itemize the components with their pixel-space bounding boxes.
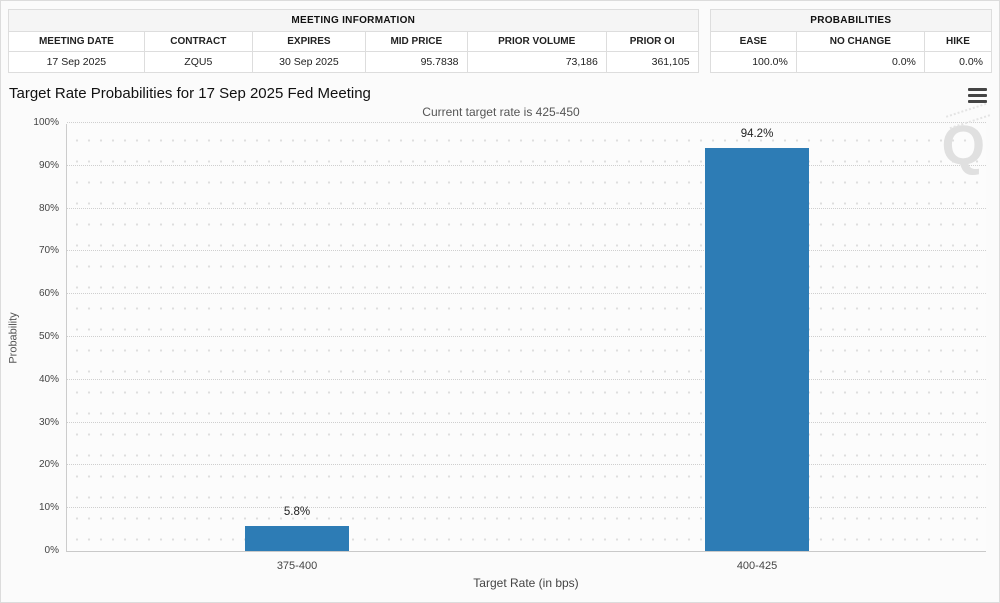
y-tick-label: 70% (38, 245, 59, 257)
y-tick-label: 0% (44, 545, 59, 556)
contract-value: ZQU5 (143, 51, 253, 73)
chart-header: Target Rate Probabilities for 17 Sep 202… (1, 77, 999, 103)
expires-value: 30 Sep 2025 (251, 51, 367, 73)
gridline (67, 250, 986, 252)
y-tick-label: 10% (38, 502, 59, 514)
chart-title: Target Rate Probabilities for 17 Sep 202… (9, 85, 371, 102)
col-header-ease: EASE (709, 31, 797, 52)
gridline (67, 164, 986, 166)
bar-value-label: 5.8% (283, 506, 311, 519)
ease-value: 100.0% (709, 51, 797, 73)
x-tick-label: 400-425 (736, 560, 778, 572)
menu-bar (968, 100, 987, 103)
probabilities-table: PROBABILITIES EASE NO CHANGE HIKE 100.0%… (709, 9, 993, 73)
gridline (67, 122, 986, 123)
y-tick-label: 60% (38, 288, 59, 300)
y-tick-label: 90% (38, 159, 59, 171)
col-header-prior-volume: PRIOR VOLUME (466, 31, 607, 52)
chart-subtitle: Current target rate is 425-450 (422, 105, 580, 119)
gridline (67, 207, 986, 209)
hamburger-menu-icon[interactable] (968, 85, 987, 103)
probability-chart: Current target rate is 425-450 Probabili… (1, 99, 999, 602)
no-change-value: 0.0% (795, 51, 925, 73)
probability-bar[interactable] (245, 526, 349, 551)
col-header-expires: EXPIRES (251, 31, 367, 52)
col-header-no-change: NO CHANGE (795, 31, 925, 52)
probability-bar[interactable] (705, 147, 809, 551)
menu-bar (968, 94, 987, 97)
meeting-information-title: MEETING INFORMATION (8, 9, 699, 32)
gridline (67, 507, 986, 509)
col-header-meeting-date: MEETING DATE (8, 31, 145, 52)
gridline (67, 378, 986, 380)
hike-value: 0.0% (923, 51, 993, 73)
mid-price-value: 95.7838 (365, 51, 468, 73)
prior-oi-value: 361,105 (605, 51, 699, 73)
col-header-mid-price: MID PRICE (365, 31, 468, 52)
col-header-contract: CONTRACT (143, 31, 253, 52)
gridline (67, 421, 986, 423)
col-header-hike: HIKE (923, 31, 993, 52)
meeting-date-value: 17 Sep 2025 (8, 51, 145, 73)
x-tick-label: 375-400 (276, 560, 318, 572)
y-tick-label: 40% (38, 373, 59, 385)
y-tick-label: 30% (38, 416, 59, 428)
y-tick-label: 100% (33, 117, 59, 128)
quikstrike-watermark: Q (941, 113, 985, 176)
y-tick-label: 80% (38, 202, 59, 214)
y-tick-label: 50% (38, 331, 59, 342)
table-row: 17 Sep 2025 ZQU5 30 Sep 2025 95.7838 73,… (8, 51, 699, 73)
col-header-prior-oi: PRIOR OI (605, 31, 699, 52)
prior-volume-value: 73,186 (466, 51, 607, 73)
y-axis-title-wrap: Probability (1, 124, 27, 552)
meeting-information-table: MEETING INFORMATION MEETING DATE CONTRAC… (8, 9, 699, 73)
info-tables-row: MEETING INFORMATION MEETING DATE CONTRAC… (1, 1, 999, 77)
probabilities-title: PROBABILITIES (709, 9, 993, 32)
table-row: 100.0% 0.0% 0.0% (709, 51, 993, 73)
gridline (67, 293, 986, 295)
bar-value-label: 94.2% (740, 127, 774, 140)
gridline (67, 464, 986, 466)
x-axis-title: Target Rate (in bps) (473, 576, 579, 590)
y-tick-label: 20% (38, 459, 59, 471)
plot-area: 0% 10% 20% 30% 40% 50% 60% 70% 80% 90% 100% 5.8% 375… (33, 118, 986, 572)
menu-bar (968, 88, 987, 91)
y-axis-title: Probability (8, 312, 21, 364)
gridline (67, 336, 986, 337)
